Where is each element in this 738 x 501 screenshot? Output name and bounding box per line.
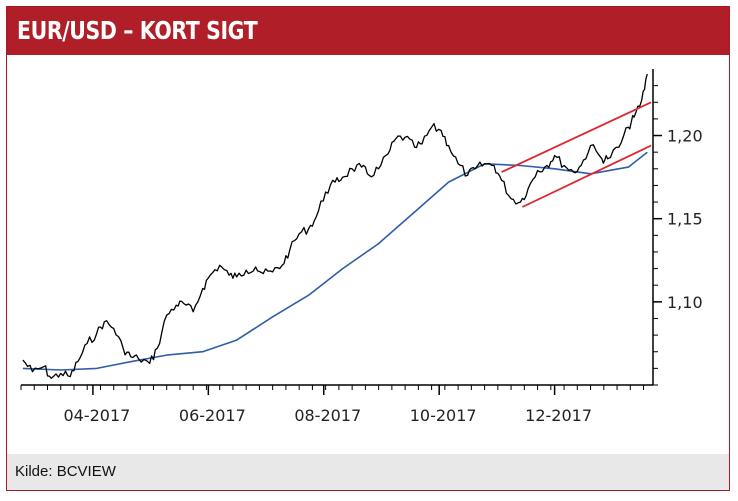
x-tick-label: 06-2017: [179, 406, 246, 425]
y-tick-label: 1,10: [667, 293, 703, 312]
source-label: Kilde: BCVIEW: [15, 463, 116, 480]
y-tick-label: 1,20: [667, 127, 703, 146]
x-tick-label: 10-2017: [410, 406, 477, 425]
x-tick-label: 12-2017: [525, 406, 592, 425]
chart-card: EUR/USD – KORT SIGT 04-2017 06-2017 08-201…: [6, 6, 730, 491]
trend-channel-upper-line: [501, 101, 652, 173]
header-bar: EUR/USD – KORT SIGT: [7, 7, 729, 55]
trend-channel-lower-line: [522, 144, 652, 208]
price-line: [22, 73, 648, 379]
x-tick-label: 04-2017: [63, 406, 130, 425]
chart-title: EUR/USD – KORT SIGT: [17, 16, 258, 45]
x-tick-label: 08-2017: [294, 406, 361, 425]
moving-average-line: [22, 151, 648, 371]
chart-area: 04-2017 06-2017 08-2017 10-2017 12-2017 1,10 1…: [20, 69, 703, 425]
source-footer: Kilde: BCVIEW: [7, 454, 729, 490]
y-tick-label: 1,15: [667, 210, 703, 229]
